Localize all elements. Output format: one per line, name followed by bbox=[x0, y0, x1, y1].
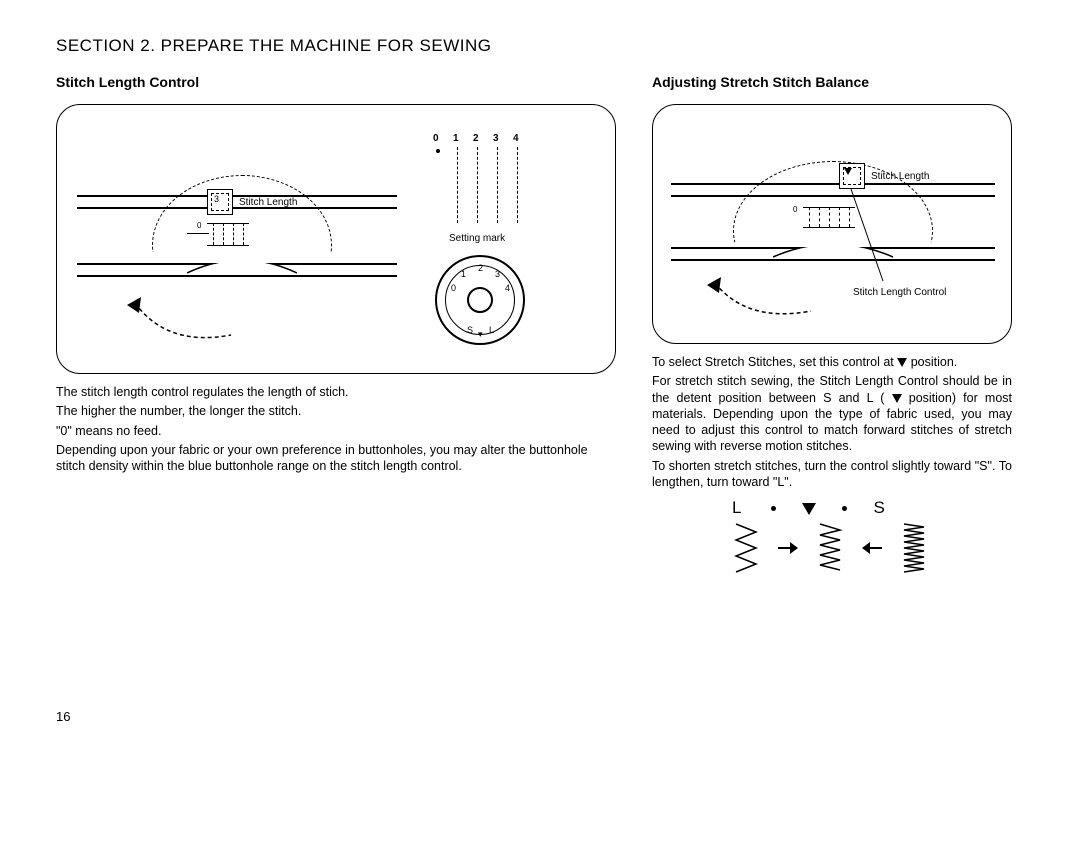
left-p4: Depending upon your fabric or your own p… bbox=[56, 442, 616, 475]
arrow-left-icon bbox=[862, 540, 882, 556]
right-body-text: To select Stretch Stitches, set this con… bbox=[652, 354, 1012, 490]
stretch-balance-heading: Adjusting Stretch Stitch Balance bbox=[652, 74, 1012, 90]
right-p3: To shorten stretch stitches, turn the co… bbox=[652, 458, 1012, 491]
ls-indicator-row: L S bbox=[652, 498, 1012, 574]
right-p1: To select Stretch Stitches, set this con… bbox=[652, 354, 1012, 370]
zigzag-long-icon bbox=[732, 522, 760, 574]
zigzag-dense-icon bbox=[900, 522, 928, 574]
triangle-down-icon bbox=[892, 394, 902, 403]
setting-mark-label: Setting mark bbox=[449, 233, 505, 244]
l-label: L bbox=[732, 498, 745, 517]
stitch-length-figure: 3 Stitch Length 0 bbox=[56, 104, 616, 374]
triangle-down-icon bbox=[897, 358, 907, 367]
stitch-length-control-label: Stitch Length Control bbox=[853, 287, 946, 298]
left-p1: The stitch length control regulates the … bbox=[56, 384, 616, 400]
s-label: S bbox=[874, 498, 889, 517]
scale-2: 2 bbox=[473, 133, 479, 144]
left-body-text: The stitch length control regulates the … bbox=[56, 384, 616, 474]
stretch-balance-figure: Stitch Length 0 Stitch Length Control bbox=[652, 104, 1012, 344]
scale-3: 3 bbox=[493, 133, 499, 144]
page-number: 16 bbox=[56, 709, 70, 724]
scale-1: 1 bbox=[453, 133, 459, 144]
section-title: SECTION 2. PREPARE THE MACHINE FOR SEWIN… bbox=[56, 36, 1024, 56]
stitch-length-dial: 0 1 2 3 4 S L ▾ bbox=[435, 255, 525, 345]
right-p2: For stretch stitch sewing, the Stitch Le… bbox=[652, 373, 1012, 454]
rotation-arrow-icon-right bbox=[707, 275, 827, 331]
dot-icon bbox=[771, 506, 776, 511]
stitch-length-knob: 3 bbox=[207, 189, 233, 215]
zigzag-samples bbox=[732, 522, 1012, 574]
zigzag-med-icon bbox=[816, 522, 844, 574]
stitch-length-knob-label: Stitch Length bbox=[239, 197, 297, 208]
scale-0: 0 bbox=[433, 133, 439, 144]
triangle-down-icon bbox=[802, 503, 816, 515]
right-column: Adjusting Stretch Stitch Balance Stitch … bbox=[652, 74, 1012, 574]
scale-4: 4 bbox=[513, 133, 519, 144]
left-p3: "0" means no feed. bbox=[56, 423, 616, 439]
dot-icon bbox=[842, 506, 847, 511]
stitch-length-heading: Stitch Length Control bbox=[56, 74, 616, 90]
rotation-arrow-icon bbox=[127, 295, 247, 355]
left-p2: The higher the number, the longer the st… bbox=[56, 403, 616, 419]
arrow-right-icon bbox=[778, 540, 798, 556]
stitch-length-knob-label-right: Stitch Length bbox=[871, 171, 929, 182]
left-column: Stitch Length Control 3 Stitch Leng bbox=[56, 74, 616, 574]
